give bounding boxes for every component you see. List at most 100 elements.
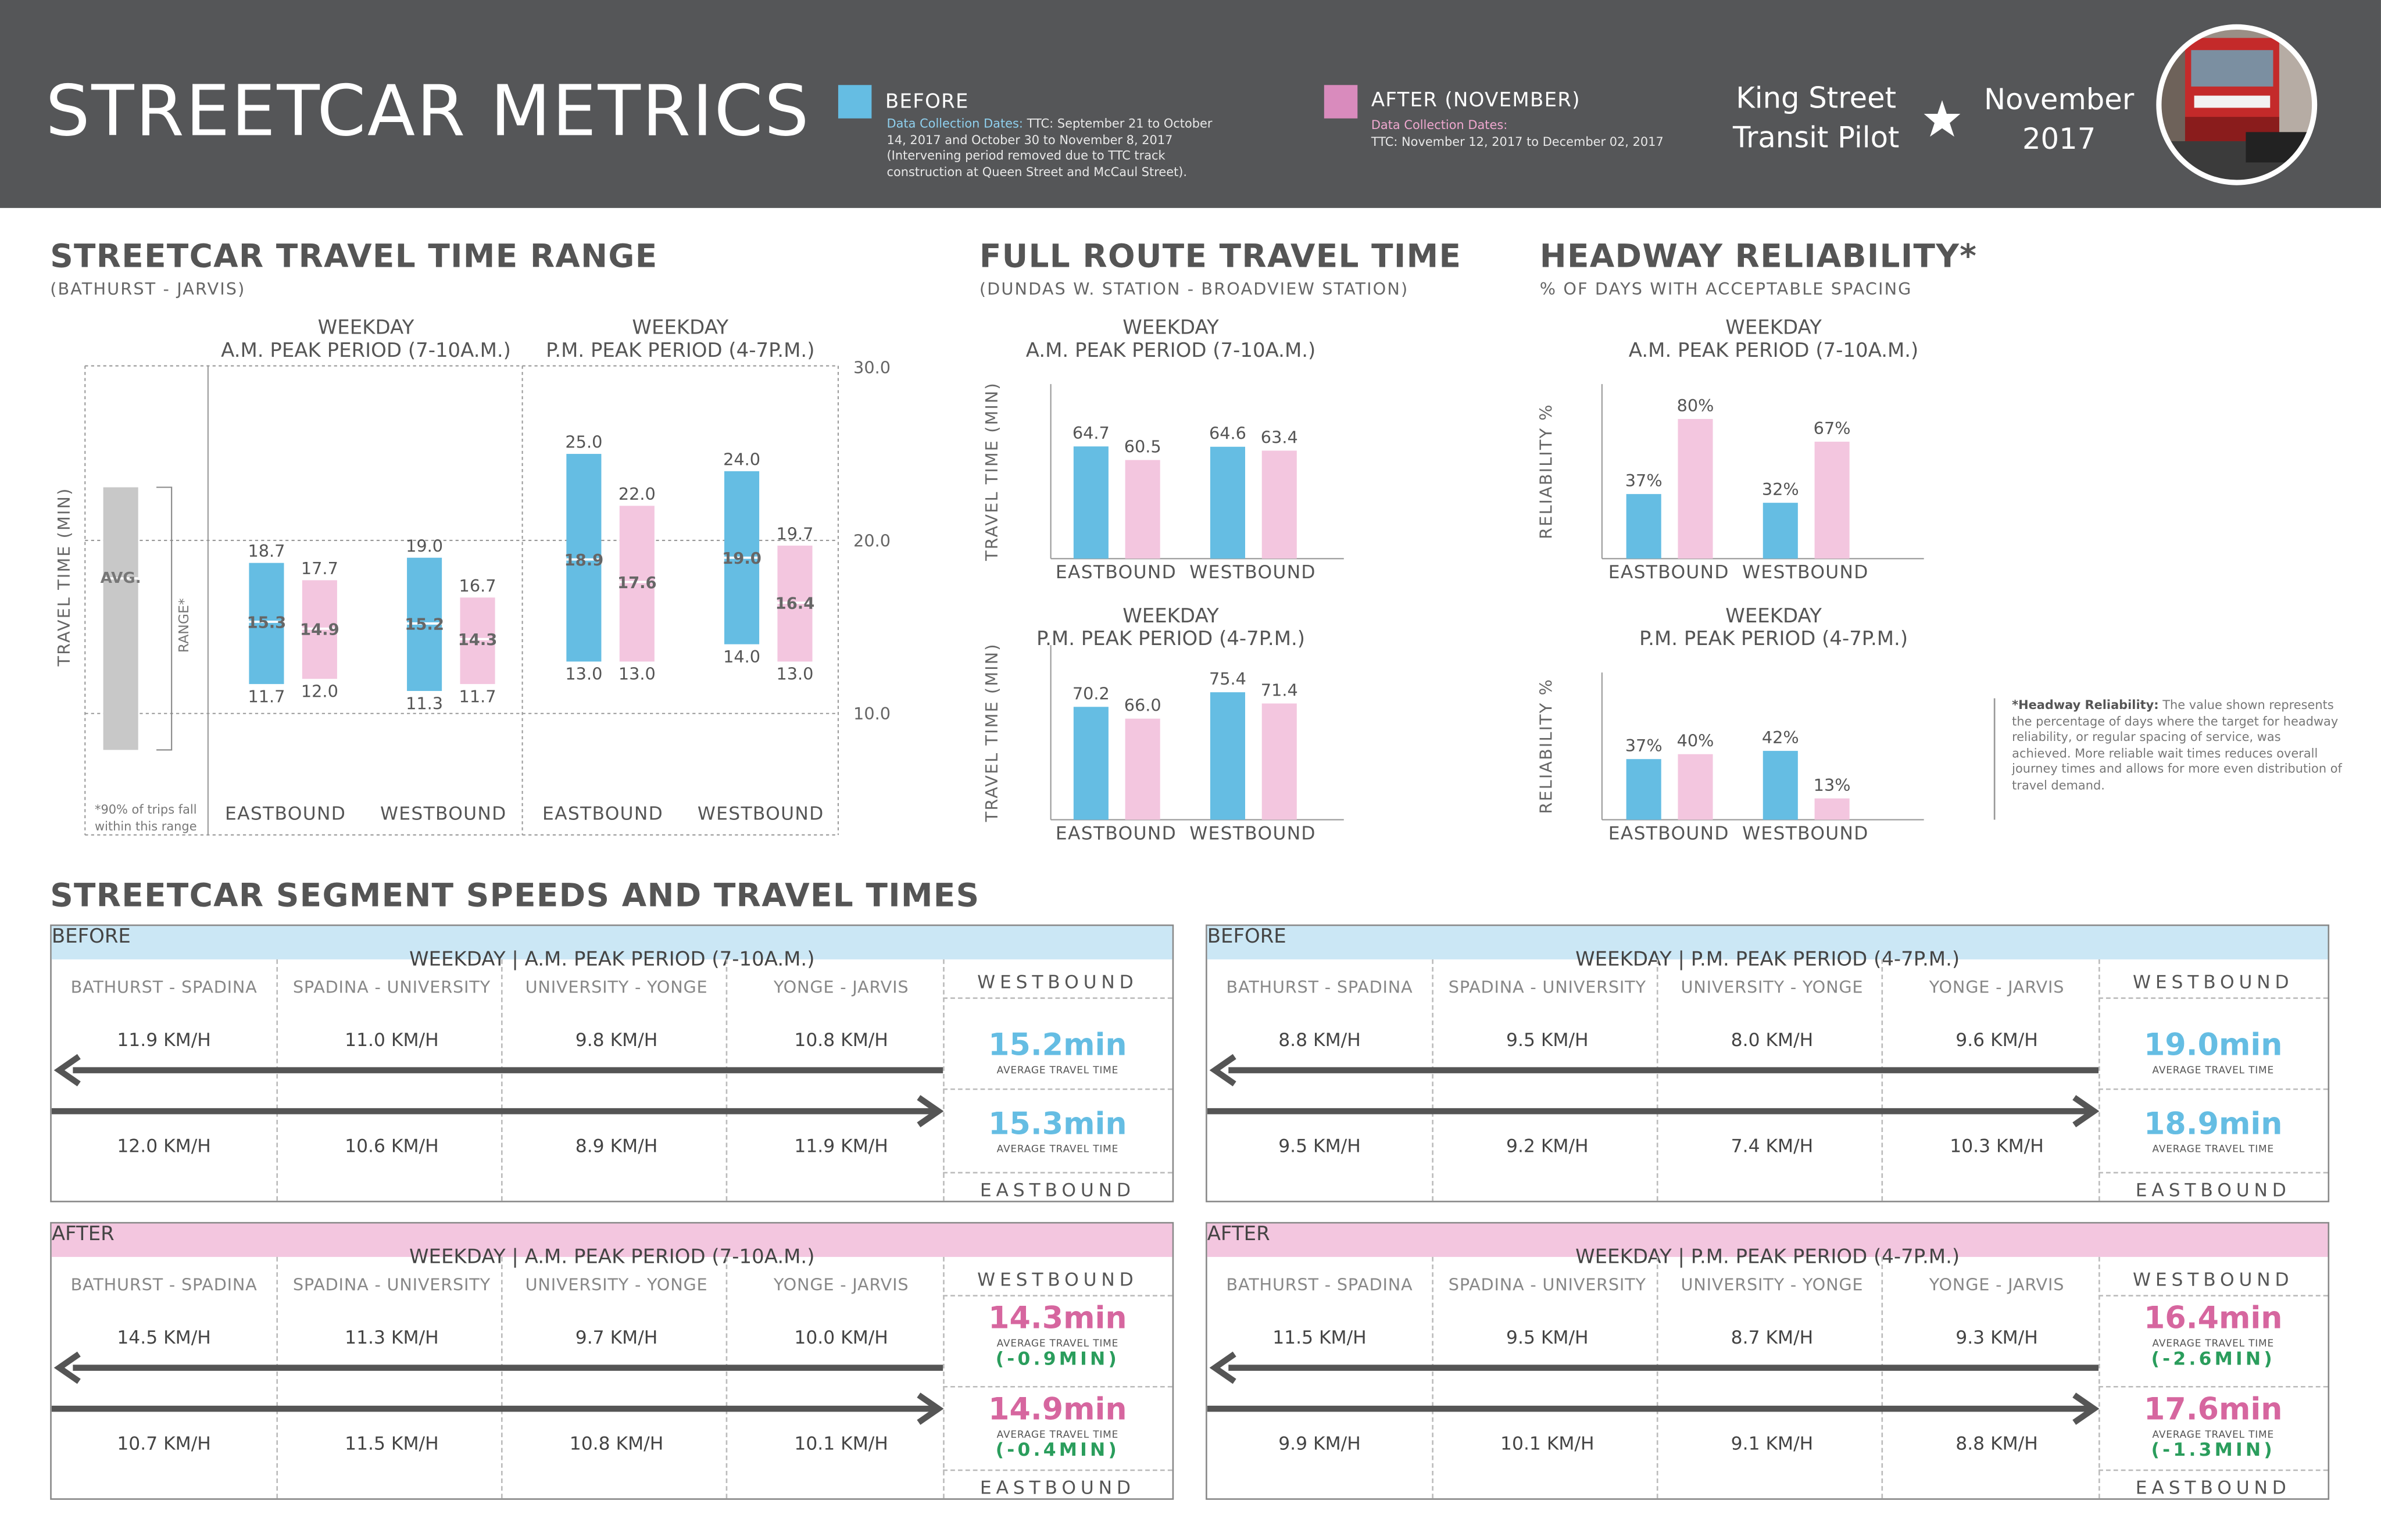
westbound-speed: 10.0 KM/H (794, 1327, 888, 1348)
westbound-speed: 11.0 KM/H (345, 1029, 439, 1051)
panel-state: BEFORE (1207, 926, 1286, 949)
max-label: 25.0 (565, 432, 602, 452)
chart-title-line1: WEEKDAY (1122, 604, 1219, 628)
eastbound-time-change: (-0.4MIN) (995, 1439, 1120, 1460)
panel-period: WEEKDAY | A.M. PEAK PERIOD (7-10A.M.) (409, 1246, 815, 1269)
westbound-speed: 9.7 KM/H (575, 1327, 658, 1348)
segment-panel: AFTER WEEKDAY | P.M. PEAK PERIOD (4-7P.M.… (1206, 1222, 2330, 1500)
westbound-speed: 11.9 KM/H (117, 1029, 211, 1051)
eastbound-speed: 8.9 KM/H (575, 1135, 658, 1157)
y-axis-label: RELIABILITY % (1536, 403, 1556, 539)
avg-label: 14.3 (458, 631, 498, 649)
segment-panel: BEFORE WEEKDAY | A.M. PEAK PERIOD (7-10A.… (50, 924, 1174, 1202)
bar-after (1678, 418, 1713, 559)
westbound-time: 14.3min (988, 1299, 1127, 1336)
westbound-time: 16.4min (2144, 1299, 2283, 1336)
westbound-speed: 8.7 KM/H (1731, 1327, 1814, 1348)
column-divider (501, 1256, 503, 1499)
eastbound-speed: 10.6 KM/H (345, 1135, 439, 1157)
headway-subtitle: % OF DAYS WITH ACCEPTABLE SPACING (1539, 279, 1912, 299)
westbound-speed: 11.5 KM/H (1272, 1327, 1367, 1348)
x-category-label: WESTBOUND (1742, 562, 1869, 583)
segment-name: BATHURST - SPADINA (70, 1275, 258, 1295)
column-divider (725, 959, 728, 1201)
bar-before (1762, 503, 1798, 559)
chart-title-line1: WEEKDAY (1725, 316, 1822, 339)
westbound-time: 15.2min (988, 1026, 1127, 1063)
westbound-time: 19.0min (2144, 1026, 2283, 1063)
column-divider (276, 959, 278, 1201)
max-label: 19.0 (406, 536, 443, 556)
legend-after-dates-text: TTC: November 12, 2017 to December 02, 2… (1371, 134, 1664, 148)
eastbound-time: 17.6min (2144, 1390, 2283, 1427)
am-period-line2: A.M. PEAK PERIOD (7-10A.M.) (221, 340, 511, 363)
westbound-arrow-icon (1209, 1351, 1236, 1384)
eastbound-speed: 8.8 KM/H (1955, 1432, 2038, 1455)
westbound-speed: 9.5 KM/H (1506, 1029, 1589, 1051)
bar-value-label: 40% (1677, 731, 1714, 751)
max-label: 24.0 (723, 449, 760, 469)
bar-value-label: 37% (1625, 736, 1663, 755)
pm-period-header: WEEKDAY P.M. PEAK PERIOD (4-7P.M.) (523, 317, 838, 363)
direction-arrows (1207, 1054, 2100, 1127)
range-bar-after (619, 506, 655, 662)
bar-value-label: 60.5 (1124, 437, 1161, 457)
pilot-name: King Street Transit Pilot (1710, 79, 1922, 158)
report-year: 2017 (2022, 123, 2096, 157)
pilot-line2: Transit Pilot (1732, 121, 1900, 155)
legend-before-label: BEFORE (885, 91, 969, 114)
avg-label: 15.2 (405, 615, 444, 633)
pm-period-line2: P.M. PEAK PERIOD (4-7P.M.) (546, 340, 815, 363)
headway-title: HEADWAY RELIABILITY* (1539, 238, 1978, 275)
row-divider (943, 1385, 1172, 1388)
bar-after (1261, 703, 1297, 820)
eastbound-arrow-icon (917, 1392, 944, 1425)
panel-state: BEFORE (51, 926, 131, 949)
am-period-line1: WEEKDAY (317, 317, 414, 341)
westbound-speed: 8.8 KM/H (1278, 1029, 1361, 1051)
avg-label: 19.0 (722, 550, 762, 568)
pilot-line1: King Street (1736, 82, 1897, 116)
bar-before (1626, 759, 1661, 820)
westbound-arrow-icon (53, 1054, 81, 1087)
y-axis-label: TRAVEL TIME (MIN) (982, 382, 1002, 561)
travel-range-subtitle: (BATHURST - JARVIS) (50, 279, 246, 299)
bar-value-label: 13% (1814, 775, 1851, 795)
direction-label: EASTBOUND (225, 804, 346, 825)
westbound-speed: 14.5 KM/H (117, 1327, 211, 1348)
panel-header: AFTER WEEKDAY | P.M. PEAK PERIOD (4-7P.M.… (1207, 1223, 2328, 1269)
direction-label: WESTBOUND (380, 804, 507, 825)
avg-label: 16.4 (775, 595, 815, 613)
westbound-speed: 9.3 KM/H (1955, 1327, 2038, 1348)
eastbound-speed: 10.7 KM/H (117, 1432, 211, 1455)
report-month: November (1984, 83, 2135, 117)
westbound-speed: 8.0 KM/H (1731, 1029, 1814, 1051)
panel-header: AFTER WEEKDAY | A.M. PEAK PERIOD (7-10A.M… (51, 1223, 1172, 1269)
x-category-label: EASTBOUND (1056, 562, 1177, 583)
segment-panel: BEFORE WEEKDAY | P.M. PEAK PERIOD (4-7P.M… (1206, 924, 2330, 1202)
x-category-label: WESTBOUND (1189, 823, 1316, 844)
segment-name: UNIVERSITY - YONGE (525, 977, 708, 998)
legend-after-label: AFTER (NOVEMBER) (1371, 89, 1581, 113)
segment-name: SPADINA - UNIVERSITY (1448, 1275, 1646, 1295)
column-divider (1656, 1256, 1658, 1499)
segment-name: UNIVERSITY - YONGE (1681, 1275, 1864, 1295)
eastbound-arrow-icon (917, 1095, 944, 1127)
eastbound-arrow-icon (2072, 1095, 2100, 1127)
eastbound-time: 14.9min (988, 1390, 1127, 1427)
chart-title-line2: A.M. PEAK PERIOD (7-10A.M.) (1026, 339, 1316, 362)
segment-name: YONGE - JARVIS (1929, 1275, 2065, 1295)
min-label: 13.0 (777, 664, 814, 684)
eastbound-speed: 10.3 KM/H (1950, 1135, 2044, 1157)
eastbound-avg-caption: AVERAGE TRAVEL TIME (2152, 1428, 2275, 1441)
bar-value-label: 37% (1625, 471, 1663, 490)
westbound-avg-caption: AVERAGE TRAVEL TIME (2152, 1064, 2275, 1077)
column-divider (276, 1256, 278, 1499)
y-axis-label: TRAVEL TIME (MIN) (54, 488, 74, 667)
eastbound-label: EASTBOUND (2135, 1179, 2291, 1201)
range-bar-before (249, 563, 284, 685)
eastbound-speed: 7.4 KM/H (1731, 1135, 1814, 1157)
